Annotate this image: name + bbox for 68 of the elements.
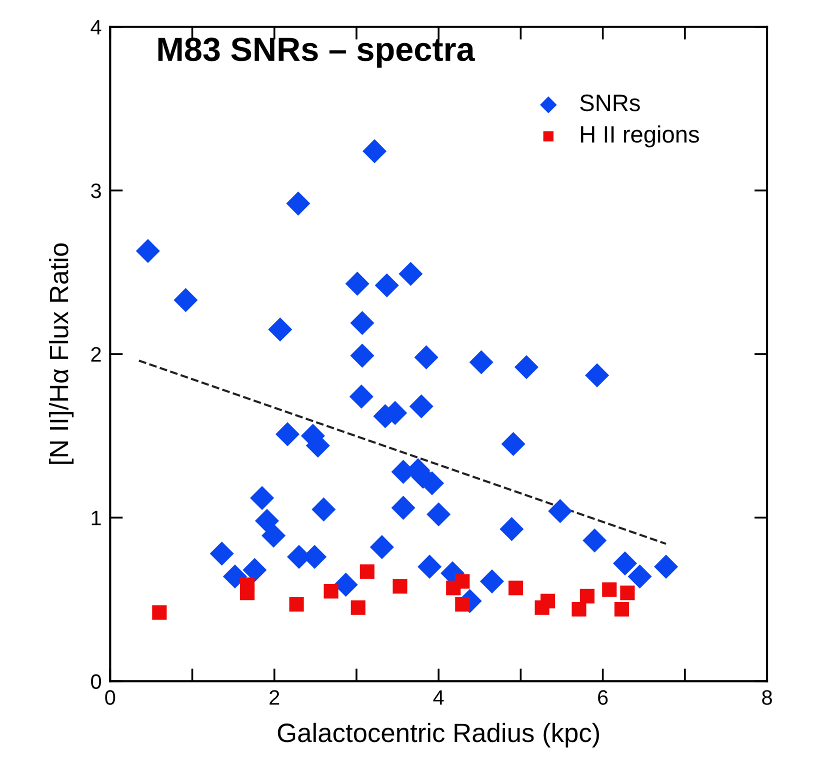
point [289,597,304,612]
point [418,554,442,579]
point [360,564,374,579]
point [370,535,394,560]
y-tick-label: 1 [92,510,101,526]
y-tick-label: 3 [91,183,101,198]
point [548,499,572,524]
point [414,345,438,370]
point [242,558,267,582]
legend-label: SNRs [580,94,640,112]
x-tick-label: 0 [105,690,116,705]
point [349,384,374,409]
point [508,580,524,596]
point [324,584,338,599]
point [174,288,198,312]
x-tick-label: 8 [762,690,772,705]
legend-label: H II regions [581,125,699,148]
y-tick-label: 0 [91,674,102,689]
point [345,272,370,296]
y-tick-label: 2 [91,347,101,362]
point [240,586,255,600]
point [136,238,160,264]
point [334,572,358,597]
point [580,588,595,604]
point [262,524,286,548]
point [585,363,610,388]
point [350,310,374,335]
point [602,582,617,597]
point [250,486,274,510]
x-axis-title: Galactocentric Radius (kpc) [278,722,600,748]
point [500,517,524,542]
point [268,317,292,342]
x-tick-label: 6 [598,690,608,705]
point [210,542,234,566]
point [392,579,408,594]
y-axis-title: [N II]/Hα Flux Ratio [48,243,74,464]
point [514,355,538,380]
point [572,602,586,617]
point [455,574,470,589]
point [612,551,638,576]
x-tick-label: 2 [270,690,280,705]
point [409,394,434,418]
x-tick-label: 4 [433,690,444,705]
point [426,502,451,526]
y-tick-label: 4 [90,20,102,34]
chart-title: M83 SNRs – spectra [158,38,476,68]
point [620,586,635,600]
point [614,602,629,617]
point [152,605,167,620]
point [480,569,504,594]
point [398,262,423,286]
point [628,564,652,589]
point [275,422,300,446]
point [222,564,247,589]
point [374,273,399,298]
point [391,496,416,520]
point [350,600,366,615]
point [455,597,470,612]
point [582,528,607,553]
point [254,508,280,533]
point [654,554,678,579]
point [286,192,310,216]
point [312,497,336,522]
point [540,594,556,608]
point [362,139,387,164]
point [469,350,494,374]
point [501,432,526,456]
point [350,344,374,368]
